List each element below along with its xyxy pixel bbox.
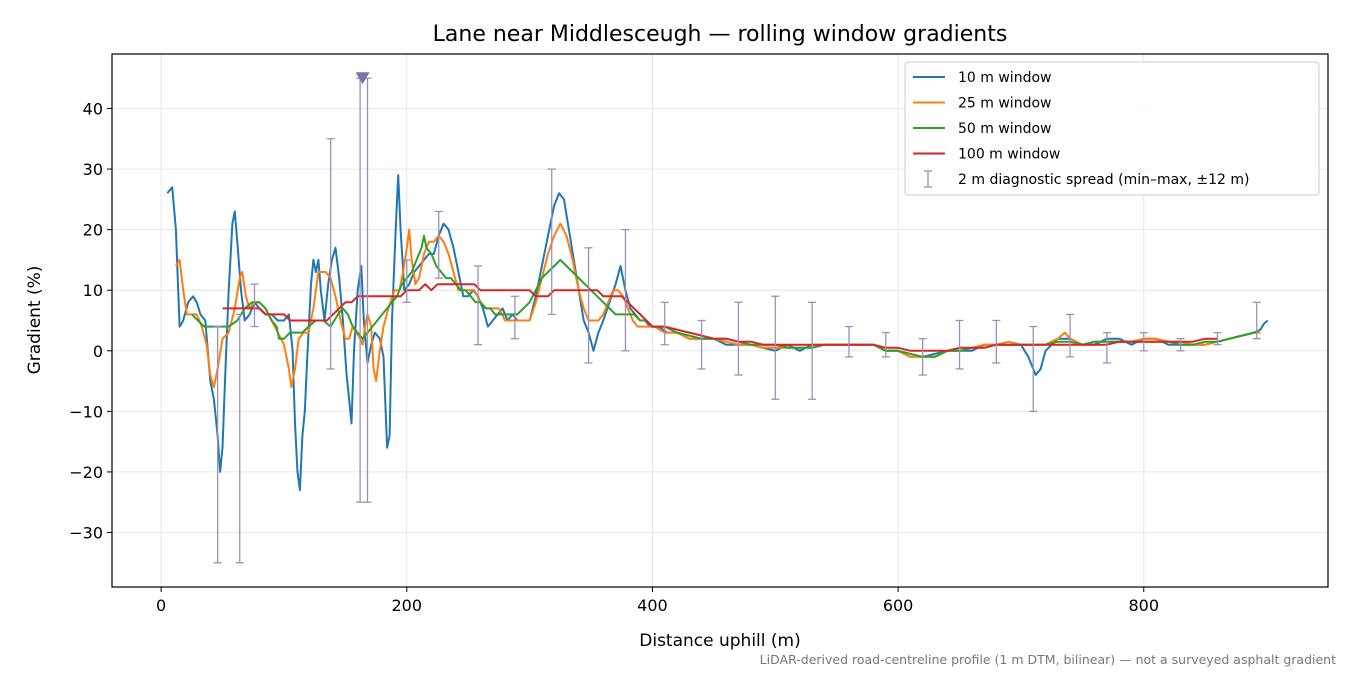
plot-frame: [111, 53, 1329, 588]
legend-label: 50 m window: [958, 121, 1051, 137]
y-tick-label: 20: [83, 221, 103, 240]
series-line-3: [222, 283, 1218, 352]
y-tick-label: −20: [69, 463, 103, 482]
marker-triangle: [355, 72, 370, 85]
y-tick-label: −10: [69, 402, 103, 421]
chart-title: Lane near Middlesceugh — rolling window …: [433, 22, 1008, 47]
y-tick-label: −30: [69, 523, 103, 542]
footnote: LiDAR-derived road-centreline profile (1…: [760, 652, 1336, 667]
y-tick-label: 0: [93, 342, 103, 361]
legend-label: 25 m window: [958, 96, 1051, 112]
legend-label: 2 m diagnostic spread (min–max, ±12 m): [958, 172, 1249, 188]
y-tick-label: 40: [83, 100, 103, 119]
x-tick-label: 200: [392, 596, 423, 615]
series-line-0: [166, 174, 1269, 492]
y-axis-label: Gradient (%): [25, 266, 45, 375]
legend: 10 m window 25 m window 50 m window 100 m w…: [904, 61, 1320, 196]
axis-ticks: 0 200 400 600 800 −30 −20 −10 0 10 20 30 40: [69, 100, 1159, 615]
x-tick-label: 400: [637, 596, 668, 615]
x-tick-label: 0: [156, 596, 166, 615]
plot-area: [166, 72, 1269, 564]
legend-box: [904, 61, 1320, 196]
legend-label: 100 m window: [958, 147, 1060, 163]
x-axis-label: Distance uphill (m): [639, 631, 800, 651]
legend-label: 10 m window: [958, 70, 1051, 86]
y-tick-label: 30: [83, 160, 103, 179]
y-tick-label: 10: [83, 281, 103, 300]
x-tick-label: 800: [1128, 596, 1159, 615]
x-tick-label: 600: [883, 596, 914, 615]
grid: [112, 54, 1328, 587]
